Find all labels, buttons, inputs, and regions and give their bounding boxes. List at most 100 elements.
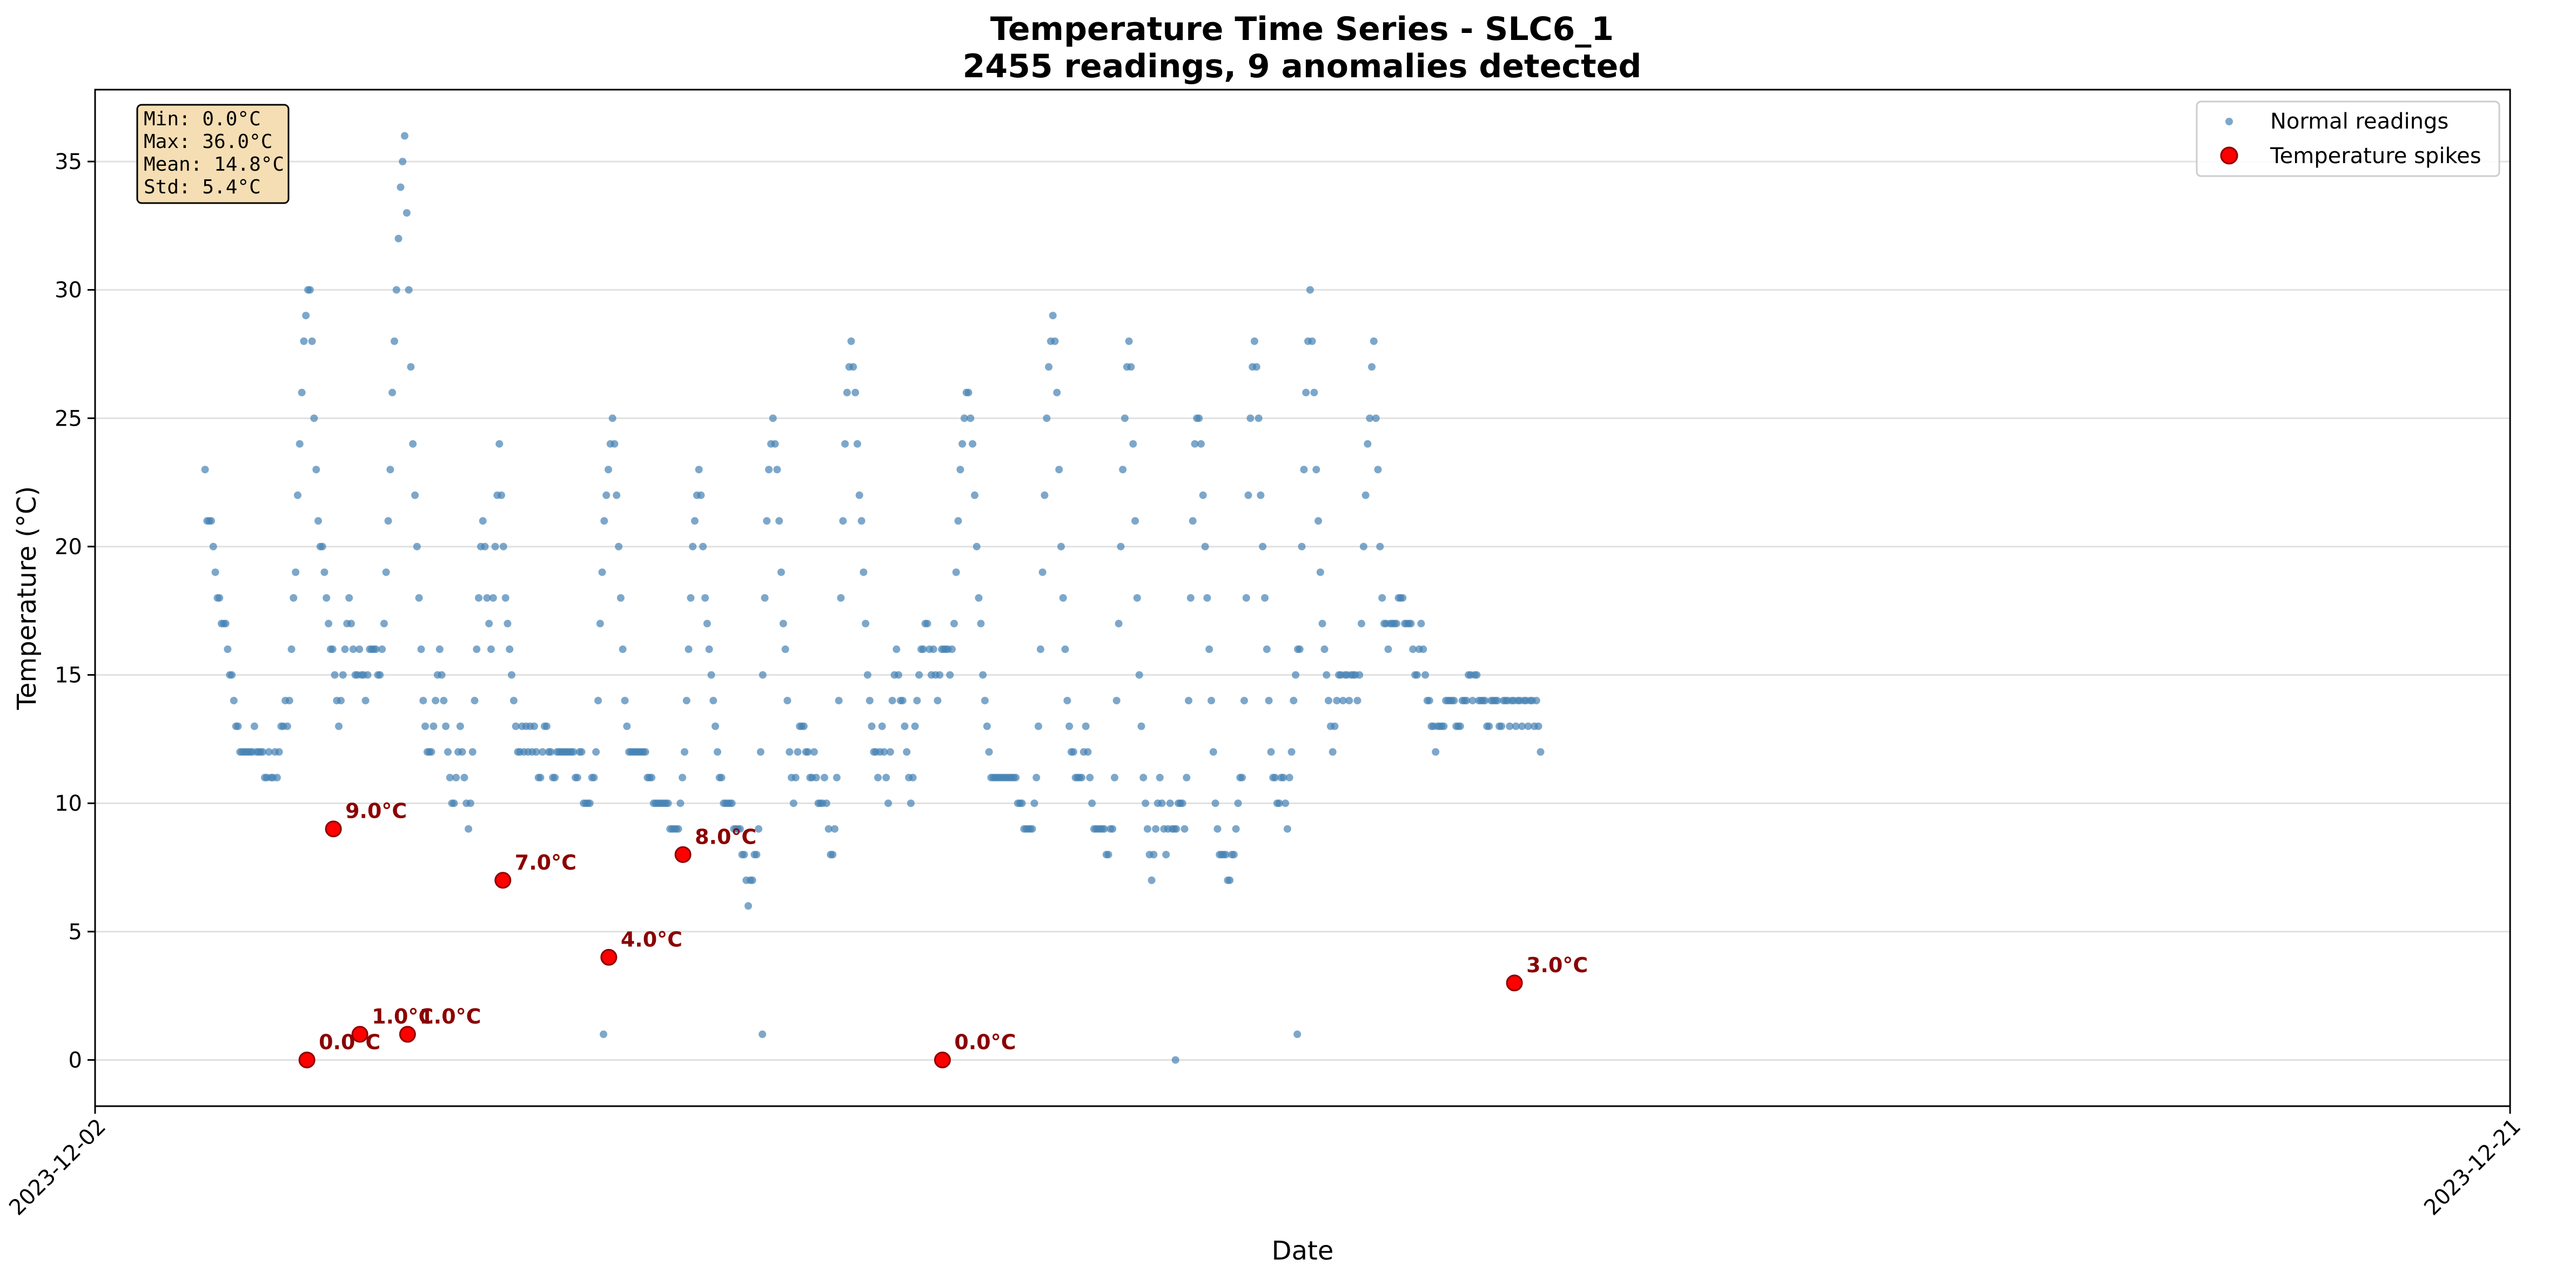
normal-reading-point [753, 851, 761, 859]
normal-reading-point [292, 568, 300, 576]
normal-reading-point [853, 440, 861, 448]
normal-reading-point [829, 851, 837, 859]
normal-reading-point [1135, 671, 1143, 679]
y-tick-label: 5 [69, 920, 82, 945]
normal-reading-point [1271, 773, 1279, 782]
normal-reading-point [325, 620, 333, 628]
normal-reading-point [1057, 542, 1065, 550]
normal-reading-point [855, 491, 863, 499]
normal-reading-point [320, 568, 328, 576]
normal-reading-point [791, 773, 800, 782]
normal-reading-point [323, 594, 331, 602]
normal-reading-point [615, 542, 623, 550]
temperature-spike-point [600, 948, 618, 966]
normal-reading-point [1242, 594, 1250, 602]
normal-reading-point [458, 748, 466, 756]
normal-reading-point [886, 748, 894, 756]
spike-annotation: 3.0°C [1526, 953, 1588, 977]
normal-reading-point [417, 645, 425, 654]
normal-reading-point [530, 722, 538, 730]
normal-reading-point [1417, 620, 1425, 628]
stats-box: Min: 0.0°C Max: 36.0°C Mean: 14.8°C Std:… [136, 104, 290, 204]
normal-reading-point [1051, 337, 1059, 345]
normal-reading-point [1372, 414, 1380, 422]
normal-reading-point [1041, 491, 1049, 499]
normal-reading-point [1440, 722, 1448, 730]
normal-reading-point [1359, 542, 1367, 550]
normal-reading-point [948, 645, 956, 654]
normal-reading-point [590, 773, 598, 782]
y-tick-label: 35 [55, 150, 82, 174]
normal-reading-point [1279, 773, 1287, 782]
normal-reading-point [1226, 876, 1234, 884]
normal-reading-point [1376, 542, 1384, 550]
normal-reading-point [690, 517, 699, 525]
x-axis-label: Date [1272, 1236, 1334, 1266]
normal-reading-point [586, 799, 594, 807]
normal-reading-point [1059, 594, 1067, 602]
normal-reading-point [409, 440, 417, 448]
normal-reading-point [874, 773, 882, 782]
normal-reading-point [901, 722, 909, 730]
normal-reading-point [397, 183, 405, 191]
normal-reading-point [839, 517, 847, 525]
normal-reading-point [862, 620, 870, 628]
normal-reading-point [648, 773, 656, 782]
normal-reading-point [413, 542, 421, 550]
normal-reading-point [1045, 363, 1053, 371]
normal-reading-point [273, 773, 281, 782]
normal-reading-point [512, 722, 520, 730]
normal-reading-point [1035, 722, 1043, 730]
normal-reading-point [1255, 414, 1263, 422]
normal-reading-point [1300, 466, 1308, 474]
normal-reading-point [491, 542, 499, 550]
normal-reading-point [1293, 1030, 1302, 1038]
normal-reading-point [347, 620, 355, 628]
normal-reading-point [216, 594, 224, 602]
normal-reading-point [328, 645, 337, 654]
normal-reading-point [1115, 620, 1123, 628]
normal-reading-point [1082, 722, 1090, 730]
normal-reading-point [929, 645, 937, 654]
normal-reading-point [1298, 542, 1306, 550]
temperature-spikes-series: 0.0°C 9.0°C 1.0°C1.0°C 7.0°C 4.0°C 8.0°C 0.0°C… [298, 799, 1588, 1068]
normal-reading-point [769, 414, 777, 422]
normal-reading-point [985, 748, 993, 756]
normal-reading-point [975, 594, 983, 602]
normal-reading-point [1117, 542, 1125, 550]
normal-reading-point [1038, 568, 1046, 576]
normal-reading-point [259, 748, 267, 756]
stats-box-background [136, 104, 290, 204]
plot-frame [94, 89, 2511, 1107]
normal-reading-point [685, 645, 693, 654]
normal-reading-point [641, 748, 649, 756]
normal-reading-point [290, 594, 298, 602]
normal-reading-point [1498, 722, 1506, 730]
normal-reading-point [1518, 722, 1526, 730]
normal-reading-point [501, 594, 509, 602]
normal-reading-point [1185, 697, 1193, 705]
normal-reading-point [695, 466, 703, 474]
normal-reading-point [1012, 773, 1020, 782]
normal-reading-point [981, 697, 989, 705]
normal-reading-point [1312, 466, 1320, 474]
normal-reading-point [1267, 748, 1275, 756]
normal-reading-point [489, 594, 497, 602]
normal-reading-point [979, 671, 987, 679]
normal-reading-point [1183, 773, 1191, 782]
normal-reading-point [1259, 542, 1267, 550]
normal-reading-point [403, 209, 411, 217]
normal-reading-point [349, 645, 357, 654]
normal-reading-point [616, 594, 625, 602]
y-tick-label: 15 [55, 663, 82, 688]
normal-reading-point [536, 773, 545, 782]
normal-readings-series [201, 132, 1545, 1064]
normal-reading-point [380, 620, 388, 628]
normal-reading-point [1109, 825, 1117, 833]
normal-reading-point [1121, 414, 1129, 422]
legend-label-normal: Normal readings [2270, 109, 2448, 134]
normal-reading-point [209, 542, 217, 550]
normal-reading-point [771, 440, 779, 448]
normal-reading-point [1450, 697, 1458, 705]
normal-reading-point [285, 697, 293, 705]
